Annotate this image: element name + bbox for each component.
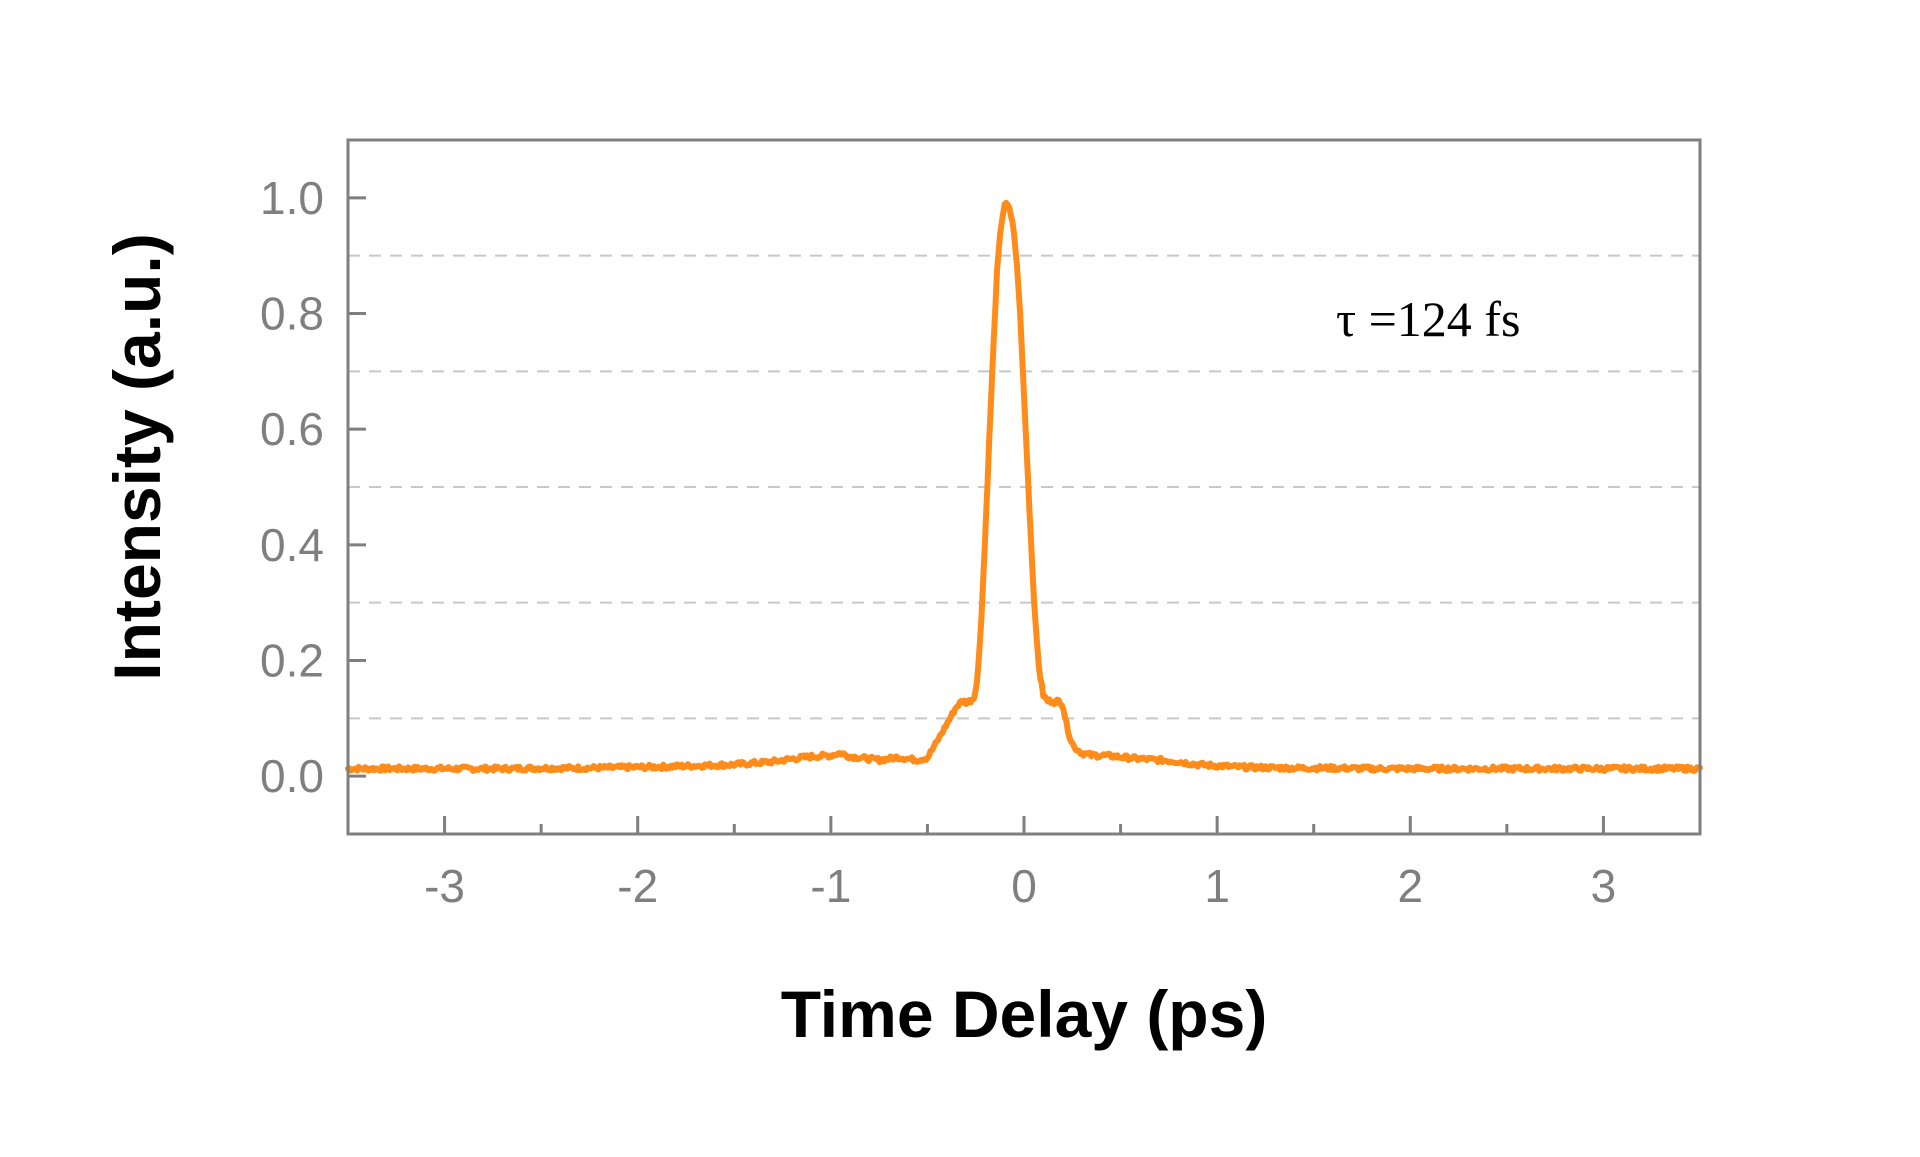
x-tick-label: -2: [617, 860, 658, 912]
x-tick-labels: -3 -2 -1 0 1 2 3: [424, 860, 1616, 912]
pulse-width-annotation: τ =124 fs: [1336, 291, 1520, 347]
y-tick-label: 0.6: [260, 403, 324, 455]
series-layer: [345, 199, 1703, 774]
x-tick-label: 1: [1204, 860, 1230, 912]
y-axis-title: Intensity (a.u.): [100, 233, 174, 680]
x-tick-label: -1: [810, 860, 851, 912]
axis-ticks: [346, 196, 1702, 834]
x-axis-title: Time Delay (ps): [781, 977, 1268, 1051]
series-line: [345, 199, 1703, 774]
y-tick-label: 0.8: [260, 288, 324, 340]
y-tick-labels: 0.0 0.2 0.4 0.6 0.8 1.0: [260, 172, 324, 802]
y-tick-label: 0.4: [260, 519, 324, 571]
x-tick-label: 0: [1011, 860, 1037, 912]
x-tick-label: -3: [424, 860, 465, 912]
x-tick-label: 3: [1591, 860, 1617, 912]
y-tick-label: 1.0: [260, 172, 324, 224]
y-tick-label: 0.0: [260, 750, 324, 802]
x-tick-label: 2: [1397, 860, 1423, 912]
y-tick-label: 0.2: [260, 635, 324, 687]
